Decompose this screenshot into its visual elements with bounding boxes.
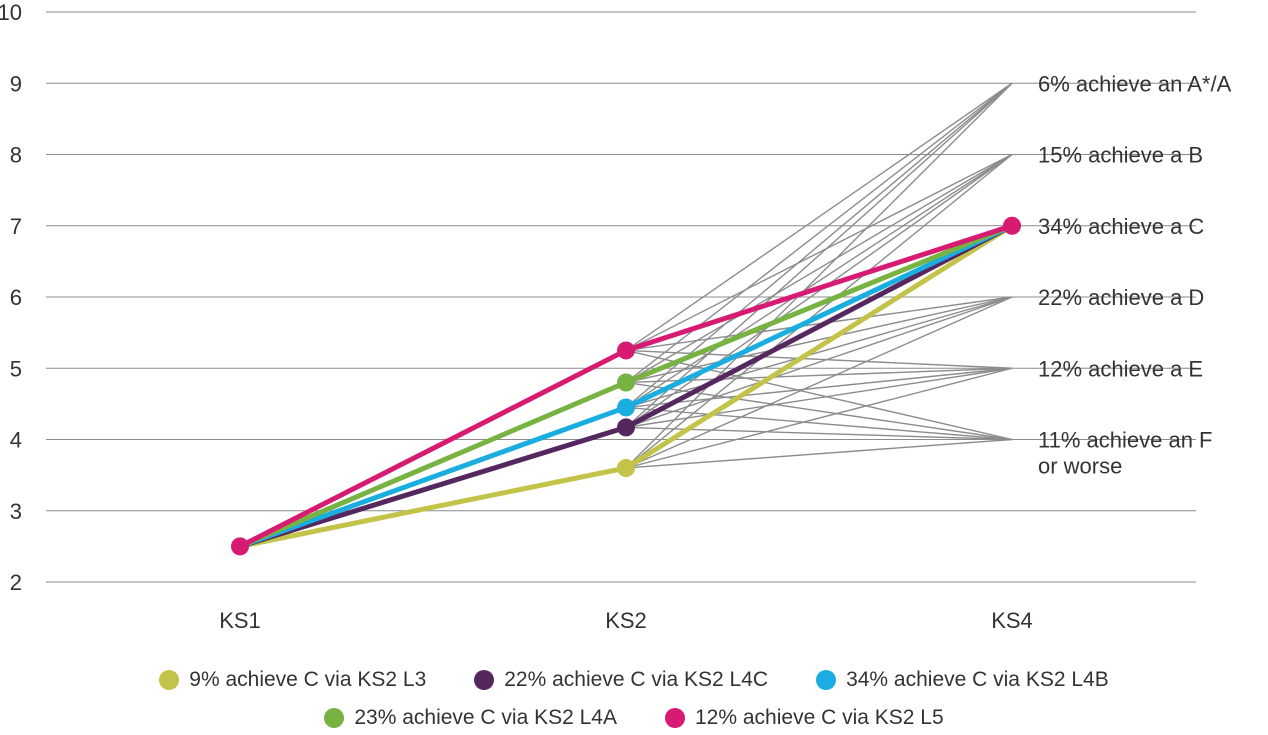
ks4-outcome-label: 22% achieve a D [1038,285,1204,310]
outcome-fan-line [625,82,1013,469]
y-tick-label: 4 [10,428,22,453]
ks4-outcome-label: 6% achieve an A*/A [1038,71,1232,96]
x-tick-label: KS2 [605,608,647,633]
outcome-fan-line [625,406,1013,441]
outcome-fan-line [625,438,1013,469]
series-point [617,373,635,392]
ks4-outcome-label-line: 15% achieve a B [1038,143,1203,168]
ks4-outcome-label: 34% achieve a C [1038,214,1204,239]
outcome-fan-line [625,153,1013,469]
outcome-fan-line [625,296,1013,352]
legend-swatch [474,670,495,690]
outcome-fan-line [625,153,1013,384]
legend-swatch [665,708,685,728]
outcome-fan-line [625,296,1013,409]
series-point [617,459,635,477]
legend-label: 23% achieve C via KS2 L4A [354,706,617,729]
ks4-outcome-label-line: or worse [1038,454,1122,479]
legend-swatch [816,670,837,690]
outcome-fan-line [625,367,1013,469]
y-tick-label: 3 [10,499,22,524]
series-point [1003,216,1021,235]
legend-swatch [324,708,345,728]
y-tick-label: 6 [10,285,22,310]
ks4-outcome-label: 15% achieve a B [1038,143,1203,168]
outcome-fan-line [625,349,1013,369]
outcome-fan-line [625,367,1013,429]
outcome-fan-line [625,349,1013,441]
x-tick-label: KS4 [991,608,1033,633]
legend-swatch [159,670,180,690]
ks4-outcome-label-line: 6% achieve an A*/A [1038,71,1232,96]
outcome-fan-line [625,82,1013,352]
outcome-fan-line [625,296,1013,384]
outcome-fan-line [625,153,1013,352]
outcome-fan-line [625,153,1013,428]
ks4-outcome-label-line: 11% achieve an F [1038,428,1212,453]
legend-item: 22% achieve C via KS2 L4C [474,668,768,692]
outcome-fan-line [625,367,1013,409]
outcome-fan-lines [625,82,1013,469]
ks4-outcome-label-line: 22% achieve a D [1038,285,1204,310]
ks4-outcome-label-line: 12% achieve a E [1038,356,1203,381]
legend-row-2: 23% achieve C via KS2 L4A 12% achieve C v… [0,706,1268,730]
outcome-fan-line [625,296,1013,469]
y-tick-label: 2 [10,570,22,595]
legend-label: 34% achieve C via KS2 L4B [846,668,1109,691]
legend-item: 12% achieve C via KS2 L5 [665,706,944,730]
y-tick-label: 5 [10,356,22,381]
legend-label: 22% achieve C via KS2 L4C [504,668,769,691]
ks4-outcome-label-line: 34% achieve a C [1038,214,1204,239]
ks4-outcome-label: 12% achieve a E [1038,356,1203,381]
y-tick-label: 9 [10,71,22,96]
legend-label: 12% achieve C via KS2 L5 [695,706,944,729]
series-point [617,341,635,360]
outcome-fan-line [625,367,1013,384]
legend-row-1: 9% achieve C via KS2 L3 22% achieve C via… [0,668,1268,692]
outcome-fan-line [625,82,1013,384]
y-tick-label: 10 [0,0,22,25]
series-point [231,537,249,556]
y-tick-label: 7 [10,214,22,239]
outcome-fan-line [625,296,1013,429]
outcome-fan-line [625,82,1013,428]
legend-item: 34% achieve C via KS2 L4B [816,668,1109,692]
legend-item: 9% achieve C via KS2 L3 [159,668,426,692]
series-point [617,418,635,437]
x-tick-label: KS1 [219,608,261,633]
y-tick-label: 8 [10,143,22,168]
series-point [617,398,635,417]
legend-label: 9% achieve C via KS2 L3 [189,668,427,691]
legend-item: 23% achieve C via KS2 L4A [324,706,617,730]
